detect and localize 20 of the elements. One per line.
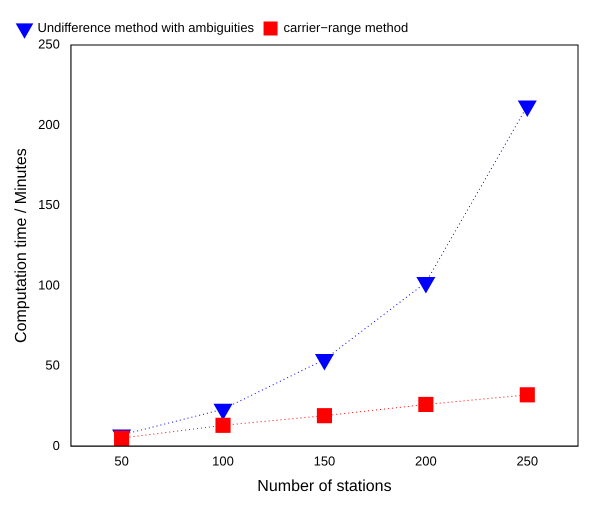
legend-label: Undifference method with ambiguities [38, 20, 255, 36]
y-tick-label: 100 [38, 277, 60, 292]
point [418, 396, 434, 412]
y-axis-title: Computation time / Minutes [13, 148, 30, 343]
point [316, 408, 332, 424]
x-tick-label: 200 [415, 454, 437, 469]
y-tick-label: 50 [45, 358, 60, 373]
y-tick-label: 0 [52, 438, 60, 453]
y-tick-label: 150 [38, 197, 60, 212]
point [518, 100, 536, 116]
x-tick-label: 250 [516, 454, 538, 469]
point [520, 387, 535, 402]
x-tick-label: 150 [314, 454, 336, 469]
point [215, 418, 231, 433]
y-tick-label: 200 [38, 116, 60, 132]
legend-label: carrier−range method [284, 20, 408, 36]
x-axis-title: Number of stations [257, 478, 392, 495]
y-tick-label: 250 [38, 36, 60, 52]
x-tick-label: 100 [212, 454, 234, 469]
x-tick-label: 50 [114, 454, 129, 469]
